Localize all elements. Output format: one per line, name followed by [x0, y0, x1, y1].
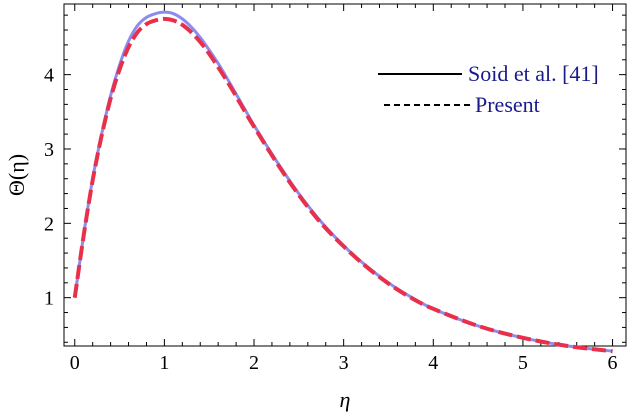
- x-tick-label: 5: [518, 352, 528, 374]
- x-tick-label: 0: [70, 352, 80, 374]
- legend: Soid et al. [41] Present: [378, 61, 599, 117]
- x-axis-label: η: [340, 387, 351, 412]
- x-tick-label: 3: [339, 352, 349, 374]
- plot-frame: [63, 3, 627, 347]
- x-tick-label: 2: [249, 352, 259, 374]
- y-tick-label: 2: [44, 213, 54, 235]
- x-tick-label: 1: [159, 352, 169, 374]
- series-line-present: [72, 16, 613, 354]
- axis-ticks: 0 1 2 3 4 5 6 1 2 3 4: [44, 4, 626, 374]
- y-axis-label: Θ(η): [4, 154, 29, 196]
- y-tick-label: 4: [44, 65, 54, 87]
- series-layer: [72, 10, 613, 354]
- y-tick-label: 1: [44, 288, 54, 310]
- legend-label-soid: Soid et al. [41]: [468, 61, 599, 86]
- y-tick-label: 3: [44, 139, 54, 161]
- x-tick-label: 4: [428, 352, 438, 374]
- legend-label-present: Present: [475, 92, 540, 117]
- x-tick-label: 6: [608, 352, 618, 374]
